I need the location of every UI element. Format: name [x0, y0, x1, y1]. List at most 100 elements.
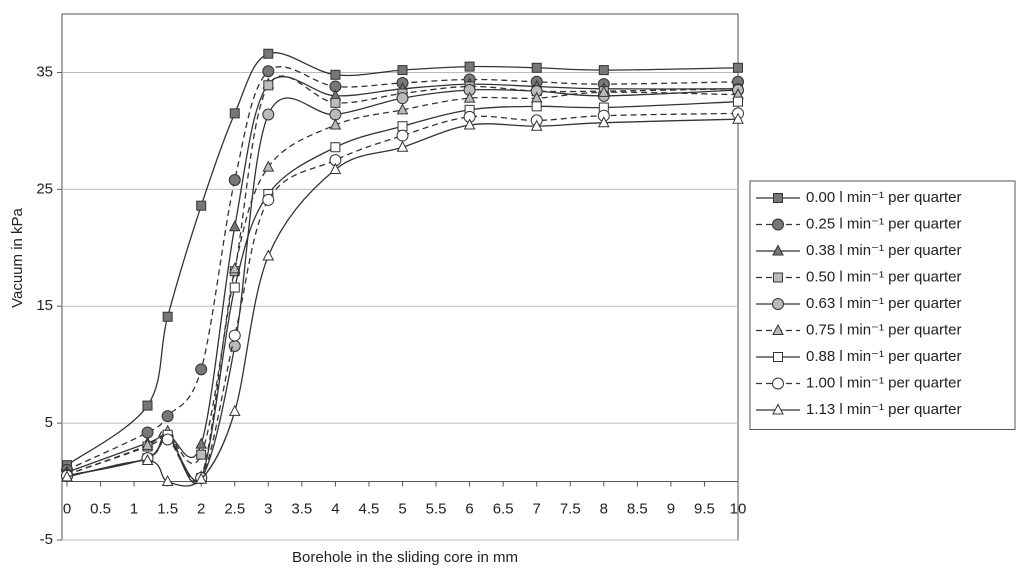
x-tick-label: 1.5 — [157, 501, 178, 518]
legend-marker — [772, 323, 784, 335]
marker — [330, 142, 341, 153]
marker — [195, 363, 208, 376]
legend-label: 0.38 l min⁻¹ per quarter — [806, 242, 962, 259]
x-tick-label: 3 — [264, 501, 272, 518]
marker — [196, 449, 207, 460]
marker — [195, 437, 208, 449]
marker — [228, 220, 241, 232]
marker — [396, 103, 409, 115]
marker — [396, 129, 409, 142]
marker — [262, 108, 275, 121]
legend-marker — [772, 298, 784, 310]
marker — [530, 119, 543, 131]
legend-box — [749, 180, 1016, 430]
legend-label: 0.50 l min⁻¹ per quarter — [806, 268, 962, 285]
marker — [262, 249, 275, 261]
marker — [263, 80, 274, 91]
x-tick-label: 0 — [63, 501, 71, 518]
marker — [598, 65, 609, 76]
legend-label: 0.25 l min⁻¹ per quarter — [806, 215, 962, 232]
marker — [161, 410, 174, 423]
x-tick-label: 4.5 — [359, 501, 380, 518]
marker — [141, 426, 154, 439]
y-tick-label: 35 — [36, 63, 53, 80]
marker — [228, 173, 241, 186]
legend-label: 1.13 l min⁻¹ per quarter — [806, 401, 962, 418]
marker — [329, 108, 342, 121]
marker — [397, 121, 408, 132]
x-tick-label: 5 — [398, 501, 406, 518]
x-tick-label: 4 — [331, 501, 339, 518]
marker — [229, 282, 240, 293]
x-tick-label: 7 — [533, 501, 541, 518]
legend-marker — [772, 218, 784, 231]
marker — [142, 400, 153, 411]
marker — [228, 404, 241, 416]
marker — [396, 140, 409, 152]
marker — [228, 329, 241, 342]
marker — [262, 65, 275, 78]
marker — [141, 453, 154, 466]
marker — [228, 262, 241, 274]
marker — [161, 474, 174, 487]
x-axis-label: Borehole in the sliding core in mm — [292, 549, 518, 566]
marker — [262, 193, 275, 206]
marker — [597, 116, 610, 128]
legend-label: 0.00 l min⁻¹ per quarter — [806, 189, 962, 206]
marker — [195, 472, 208, 484]
marker — [162, 311, 173, 322]
legend-marker — [773, 193, 783, 203]
marker — [196, 200, 207, 211]
legend-marker — [772, 403, 784, 415]
marker — [464, 61, 475, 72]
x-tick-label: 5.5 — [426, 501, 447, 518]
x-tick-label: 1 — [130, 501, 138, 518]
y-axis-label: Vacuum in kPa — [9, 207, 26, 307]
x-tick-label: 8 — [600, 501, 608, 518]
marker — [262, 160, 275, 172]
marker — [141, 438, 154, 450]
marker — [733, 62, 743, 73]
marker — [330, 97, 341, 108]
marker — [263, 48, 274, 59]
series-line — [66, 52, 739, 466]
x-tick-label: 6 — [465, 501, 473, 518]
marker — [732, 112, 744, 124]
x-tick-label: 2 — [197, 501, 205, 518]
x-tick-label: 2.5 — [224, 501, 245, 518]
x-tick-label: 9.5 — [694, 501, 715, 518]
marker — [329, 162, 342, 174]
x-tick-label: 9 — [667, 501, 675, 518]
marker — [531, 101, 542, 112]
legend-label: 0.75 l min⁻¹ per quarter — [806, 321, 962, 338]
marker — [733, 96, 743, 107]
marker — [396, 92, 409, 105]
marker — [229, 108, 240, 119]
marker — [463, 91, 476, 103]
x-tick-label: 6.5 — [493, 501, 514, 518]
marker — [531, 62, 542, 73]
x-tick-label: 10 — [730, 501, 747, 518]
x-tick-label: 0.5 — [90, 501, 111, 518]
marker — [463, 118, 476, 130]
legend-marker — [772, 244, 784, 256]
marker — [330, 69, 341, 80]
x-tick-label: 7.5 — [560, 501, 581, 518]
legend-marker — [772, 377, 784, 390]
x-tick-label: 8.5 — [627, 501, 648, 518]
legend-marker — [773, 272, 783, 283]
legend-marker — [773, 352, 783, 362]
legend-label: 1.00 l min⁻¹ per quarter — [806, 374, 962, 391]
y-tick-label: 5 — [45, 414, 53, 431]
marker — [61, 470, 73, 482]
legend-label: 0.63 l min⁻¹ per quarter — [806, 295, 962, 312]
marker — [161, 433, 174, 446]
x-tick-label: 3.5 — [291, 501, 312, 518]
y-tick-label: 15 — [36, 297, 53, 314]
marker — [397, 65, 408, 76]
marker — [597, 85, 610, 97]
legend-label: 0.88 l min⁻¹ per quarter — [806, 348, 962, 365]
y-tick-label: 25 — [36, 180, 53, 197]
